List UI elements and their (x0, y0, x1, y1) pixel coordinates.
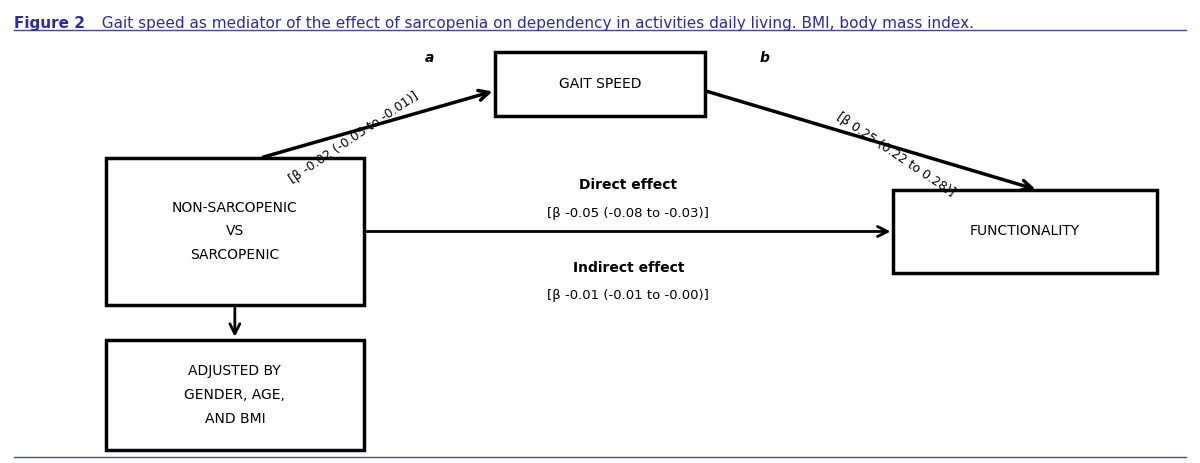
Text: Gait speed as mediator of the effect of sarcopenia on dependency in activities d: Gait speed as mediator of the effect of … (92, 16, 974, 31)
Text: GAIT SPEED: GAIT SPEED (559, 77, 641, 91)
Text: VS: VS (226, 225, 244, 238)
Text: [β -0.02 (-0.03 to -0.01)]: [β -0.02 (-0.03 to -0.01)] (287, 90, 421, 186)
Text: a: a (425, 51, 434, 65)
Text: b: b (760, 51, 769, 65)
Bar (496, 52, 704, 116)
Bar (106, 158, 364, 305)
Text: FUNCTIONALITY: FUNCTIONALITY (970, 225, 1080, 238)
Text: Indirect effect: Indirect effect (572, 261, 684, 275)
Text: AND BMI: AND BMI (204, 412, 265, 426)
Text: [β 0.25 (0.22 to 0.28)]: [β 0.25 (0.22 to 0.28)] (834, 110, 956, 199)
Text: [β -0.01 (-0.01 to -0.00)]: [β -0.01 (-0.01 to -0.00)] (547, 289, 709, 302)
Text: Figure 2: Figure 2 (14, 16, 85, 31)
Text: SARCOPENIC: SARCOPENIC (191, 249, 280, 263)
Text: [β -0.05 (-0.08 to -0.03)]: [β -0.05 (-0.08 to -0.03)] (547, 206, 709, 219)
Bar (893, 190, 1157, 273)
Text: NON-SARCOPENIC: NON-SARCOPENIC (172, 200, 298, 214)
Text: GENDER, AGE,: GENDER, AGE, (185, 388, 286, 402)
Text: ADJUSTED BY: ADJUSTED BY (188, 364, 281, 378)
Bar (106, 340, 364, 450)
Text: Direct effect: Direct effect (580, 178, 678, 193)
